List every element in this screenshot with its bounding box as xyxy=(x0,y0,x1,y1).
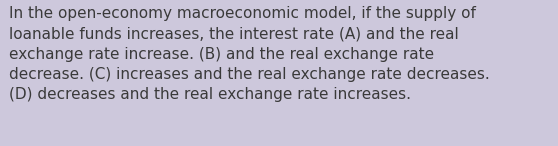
Text: In the open-economy macroeconomic model, if the supply of
loanable funds increas: In the open-economy macroeconomic model,… xyxy=(9,6,490,102)
